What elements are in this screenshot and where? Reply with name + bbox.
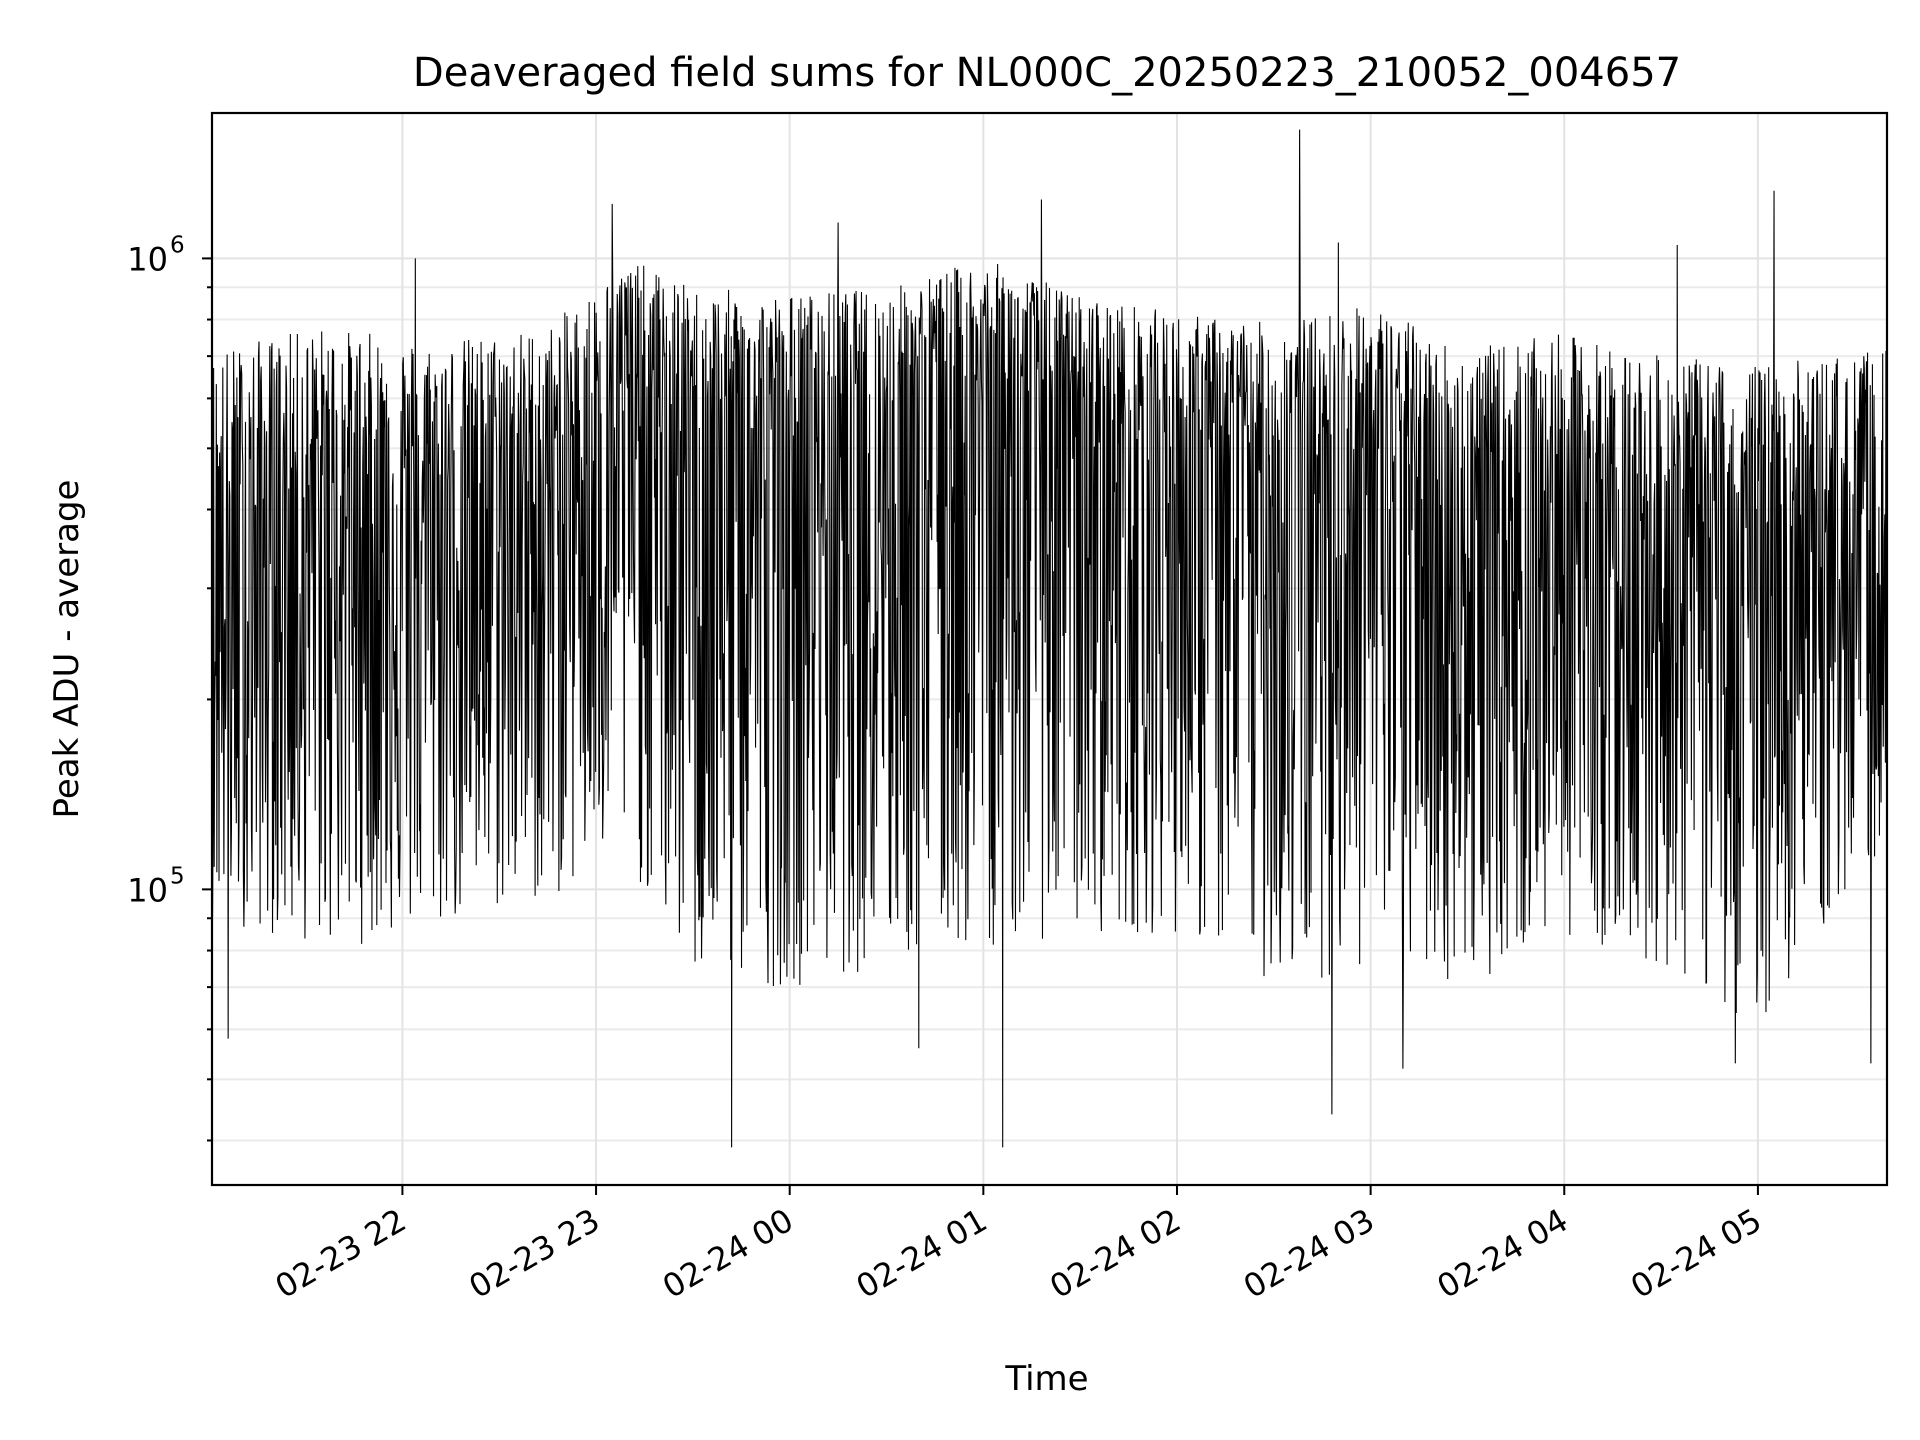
y-axis-label: Peak ADU - average	[47, 480, 87, 819]
x-tick-label: 02-23 22	[269, 1201, 413, 1306]
chart-title: Deaveraged field sums for NL000C_2025022…	[413, 50, 1681, 96]
x-tick-label: 02-24 03	[1237, 1201, 1381, 1306]
y-tick-exponent: 6	[170, 232, 185, 258]
y-tick-label: 10	[127, 240, 168, 278]
x-tick-label: 02-24 01	[850, 1201, 994, 1306]
x-axis: 02-23 22 02-23 23 02-24 00 02-24 01 02-24 02…	[269, 1185, 1768, 1306]
x-axis-label: Time	[1004, 1359, 1088, 1399]
x-tick-label: 02-24 04	[1431, 1201, 1575, 1306]
y-tick-label: 10	[127, 871, 168, 909]
series-line	[211, 129, 1888, 1148]
plot-frame	[210, 111, 1889, 1187]
x-tick-label: 02-23 23	[462, 1201, 606, 1306]
x-tick-label: 02-24 05	[1624, 1201, 1768, 1306]
x-tick-label: 02-24 00	[656, 1201, 800, 1306]
series-layer	[211, 129, 1888, 1148]
y-tick-exponent: 5	[170, 863, 185, 889]
x-tick-label: 02-24 02	[1043, 1201, 1187, 1306]
